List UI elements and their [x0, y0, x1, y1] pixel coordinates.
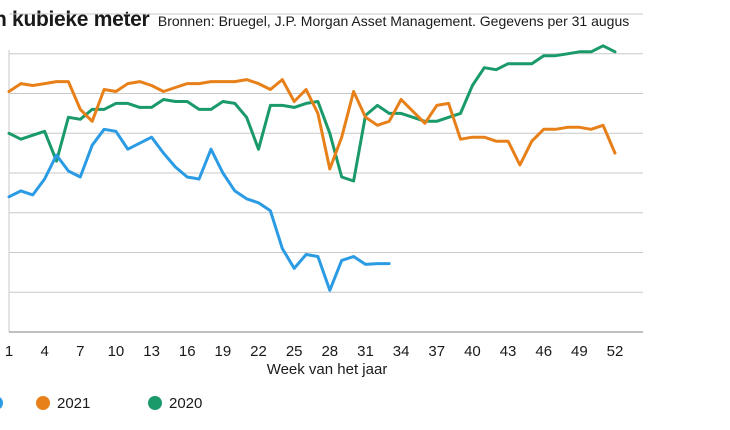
x-tick-label: 10	[108, 343, 125, 360]
x-tick-label: 46	[535, 343, 552, 360]
x-tick-label: 16	[179, 343, 196, 360]
x-tick-label: 49	[571, 343, 588, 360]
series-lines	[7, 44, 617, 292]
series-line-unnamed	[7, 127, 391, 292]
x-axis-title: Week van het jaar	[267, 361, 388, 378]
x-tick-label: 31	[357, 343, 374, 360]
chart-subtitle: Bronnen: Bruegel, J.P. Morgan Asset Mana…	[157, 13, 630, 29]
x-tick-label: 28	[321, 343, 338, 360]
series-line-2021	[7, 78, 617, 171]
legend-marker	[36, 396, 50, 410]
x-tick-label: 52	[607, 343, 624, 360]
gridlines	[8, 13, 643, 333]
legend-marker	[148, 396, 162, 410]
x-tick-label: 19	[215, 343, 232, 360]
legend-label: 2020	[169, 395, 202, 412]
series-line-2020	[7, 44, 617, 183]
legend-label: 2021	[57, 395, 90, 412]
x-tick-label: 34	[393, 343, 410, 360]
x-tick-label: 7	[76, 343, 84, 360]
x-tick-label: 25	[286, 343, 303, 360]
x-tick-label: 37	[428, 343, 445, 360]
x-tick-label: 13	[143, 343, 160, 360]
x-tick-label: 43	[500, 343, 517, 360]
x-tick-label: 1	[5, 343, 13, 360]
legend-marker-partial	[0, 397, 3, 409]
legend: 2021 2020	[0, 395, 202, 412]
x-axis-ticks: 1 4 7 10 13 16 19 22 25 28 31 34 37 40 43 46 49 52	[5, 343, 624, 360]
x-tick-label: 40	[464, 343, 481, 360]
x-tick-label: 22	[250, 343, 267, 360]
x-tick-label: 4	[40, 343, 48, 360]
